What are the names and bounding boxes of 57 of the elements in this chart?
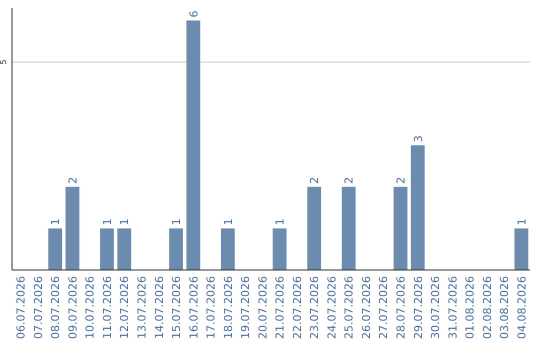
bar: [394, 186, 408, 270]
bar: [66, 186, 80, 270]
bar: [342, 186, 356, 270]
bar: [307, 186, 322, 270]
bar: [186, 20, 200, 270]
x-tick-label: 26.07.2026: [360, 276, 373, 339]
bar: [220, 228, 235, 270]
x-tick-label: 27.07.2026: [377, 276, 390, 339]
x-tick-label: 19.07.2026: [239, 276, 252, 339]
data-label: 1: [274, 218, 287, 226]
data-label: 3: [412, 135, 425, 142]
data-label: 1: [118, 218, 132, 226]
x-tick-label: 17.07.2026: [204, 276, 218, 339]
x-tick-label: 21.07.2026: [274, 276, 287, 339]
x-tick-label: 30.07.2026: [429, 276, 442, 339]
data-label: 2: [394, 176, 408, 184]
x-tick-label: 13.07.2026: [136, 276, 148, 339]
x-tick-label: 15.07.2026: [170, 276, 184, 339]
bar: [169, 228, 183, 270]
data-label: 1: [222, 218, 235, 226]
x-tick-label: 25.07.2026: [342, 276, 356, 339]
data-label: 2: [308, 176, 322, 184]
x-tick-label: 06.07.2026: [14, 276, 28, 339]
x-tick-label: 04.08.2026: [515, 276, 528, 339]
x-tick-label: 12.07.2026: [118, 276, 132, 339]
x-tick-label: 09.07.2026: [66, 276, 80, 339]
bar: [272, 228, 287, 270]
data-label: 1: [49, 218, 62, 226]
y-tick-label: 5: [0, 60, 8, 65]
x-tick-label: 10.07.2026: [84, 276, 97, 339]
data-label: 1: [100, 218, 114, 226]
x-tick-label: 24.07.2026: [325, 276, 338, 339]
x-tick-label: 29.07.2026: [412, 276, 425, 339]
x-tick-label: 23.07.2026: [308, 276, 322, 339]
data-label: 6: [187, 10, 200, 18]
x-tick-label: 02.08.2026: [480, 276, 494, 339]
bar: [410, 145, 425, 270]
data-label: 1: [515, 218, 528, 226]
x-tick-label: 16.07.2026: [187, 276, 200, 339]
data-label: 2: [66, 176, 80, 184]
bar: [48, 228, 62, 270]
bar: [100, 228, 114, 270]
x-tick-label: 07.07.2026: [32, 276, 45, 339]
x-tick-label: 14.07.2026: [152, 276, 166, 339]
x-tick-label: 08.07.2026: [49, 276, 62, 339]
bar: [514, 228, 528, 270]
x-tick-label: 28.07.2026: [394, 276, 408, 339]
x-tick-label: 03.08.2026: [498, 276, 512, 339]
x-tick-label: 20.07.2026: [256, 276, 270, 339]
data-label: 1: [170, 218, 184, 226]
x-tick-label: 31.07.2026: [446, 276, 460, 339]
x-tick-label: 22.07.2026: [290, 276, 304, 339]
x-tick-label: 11.07.2026: [100, 276, 114, 339]
x-tick-label: 01.08.2026: [464, 276, 477, 339]
data-label: 2: [342, 176, 356, 184]
bar: [117, 228, 132, 270]
x-tick-label: 18.07.2026: [222, 276, 235, 339]
